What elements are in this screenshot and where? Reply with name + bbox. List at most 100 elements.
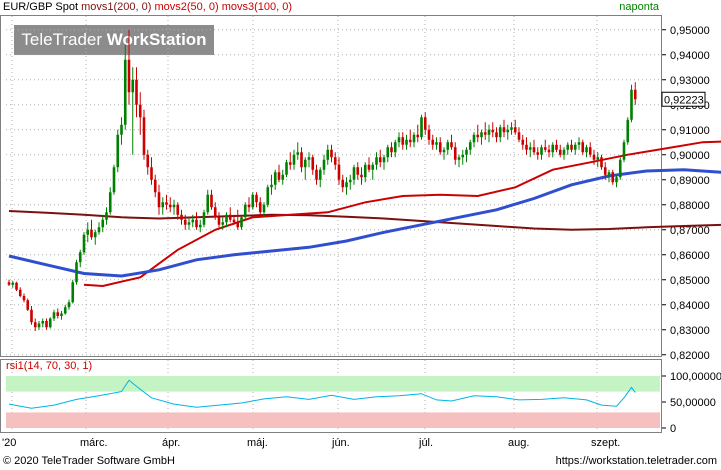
candle-body	[288, 162, 292, 165]
footer-url[interactable]: https://workstation.teletrader.com	[555, 455, 717, 467]
candle-body	[435, 142, 438, 145]
last-price-box	[661, 91, 706, 107]
candle-body	[483, 132, 487, 135]
movs2-label[interactable]: movs2(50, 0)	[154, 1, 219, 13]
candle-body	[345, 182, 348, 188]
candle-body	[26, 300, 30, 310]
symbol-label[interactable]: EUR/GBP Spot	[3, 1, 78, 13]
candle-body	[427, 129, 431, 140]
candle-body	[206, 194, 210, 213]
candle-body	[450, 142, 453, 148]
candle-body	[423, 117, 427, 130]
rsi-overbought-zone	[6, 376, 660, 392]
candle-body	[285, 162, 288, 175]
candle-body	[618, 159, 622, 178]
candle-body	[371, 164, 375, 170]
price-axis-label: 0,83000	[670, 325, 710, 337]
candle-body	[491, 129, 495, 133]
rsi-label[interactable]: rsi1(14, 70, 30, 1)	[6, 360, 93, 372]
candle-body	[123, 59, 127, 125]
x-axis-label: aug.	[508, 437, 529, 449]
candle-body	[56, 312, 60, 316]
candle-body	[101, 219, 105, 228]
rsi-axis-label: 100,00000	[670, 371, 721, 383]
copyright-text: © 2020 TeleTrader Software GmbH	[3, 455, 175, 467]
candle-body	[93, 232, 97, 238]
candle-body	[600, 157, 603, 168]
last-price-label: 0,92223	[664, 94, 704, 106]
candle-body	[277, 172, 281, 180]
x-axis-label: máj.	[247, 437, 268, 449]
price-axis-label: 0,93000	[670, 75, 710, 87]
candle-body	[183, 219, 187, 225]
candle-body	[480, 132, 483, 138]
candle-body	[165, 202, 168, 205]
candle-body	[607, 172, 611, 175]
candle-body	[375, 157, 378, 165]
price-axis-label: 0,95000	[670, 25, 710, 37]
price-axis-label: 0,91000	[670, 125, 710, 137]
candle-body	[543, 147, 547, 150]
rsi-axis-label: 50,00000	[670, 397, 716, 409]
candle-body	[270, 184, 273, 188]
movs3-label[interactable]: movs3(100, 0)	[221, 1, 293, 13]
price-axis-label: 0,85000	[670, 275, 710, 287]
candle-body	[30, 309, 33, 323]
candle-body	[315, 169, 318, 180]
candle-body	[15, 282, 18, 290]
candle-body	[251, 194, 255, 208]
candle-body	[105, 212, 108, 220]
candle-body	[378, 157, 382, 163]
candle-body	[157, 192, 161, 208]
candle-body	[506, 129, 510, 133]
candle-body	[176, 204, 180, 215]
candle-body	[397, 137, 401, 143]
rsi-axis-label: 0	[670, 423, 676, 435]
candle-body	[577, 142, 581, 145]
candle-body	[153, 179, 157, 193]
candle-body	[41, 321, 45, 324]
movs1-label[interactable]: movs1(200, 0)	[81, 1, 152, 13]
candle-body	[540, 147, 543, 155]
x-axis-label: márc.	[80, 437, 108, 449]
candle-body	[258, 202, 262, 213]
candle-body	[78, 252, 82, 263]
price-panel[interactable]	[0, 15, 662, 357]
candle-body	[217, 217, 221, 225]
candle-body	[255, 194, 258, 203]
candle-body	[603, 167, 607, 175]
candle-body	[307, 157, 311, 160]
candle-body	[517, 132, 521, 140]
watermark-light-text: TeleTrader	[21, 30, 107, 49]
candle-body	[622, 142, 626, 160]
interval-label[interactable]: naponta	[619, 1, 659, 13]
candle-body	[71, 282, 75, 303]
candle-body	[7, 282, 11, 285]
candle-body	[615, 177, 618, 183]
candle-body	[210, 194, 213, 208]
x-axis-label: szept.	[591, 437, 620, 449]
candle-body	[63, 307, 67, 314]
candle-body	[453, 147, 457, 160]
candle-body	[135, 79, 138, 105]
candle-body	[521, 139, 525, 145]
candle-body	[82, 234, 86, 253]
candle-body	[45, 321, 48, 328]
candle-body	[142, 117, 146, 155]
candle-body	[120, 124, 123, 135]
candle-body	[401, 137, 405, 145]
movs1-line	[8, 210, 721, 231]
candle-body	[33, 322, 37, 328]
candle-body	[311, 157, 315, 170]
teletrader-watermark: TeleTrader WorkStation	[14, 25, 214, 55]
indicator-legend[interactable]: EUR/GBP Spot movs1(200, 0) movs2(50, 0) …	[3, 1, 292, 13]
candle-body	[352, 167, 356, 180]
candle-body	[266, 187, 270, 205]
candle-body	[191, 219, 195, 223]
price-axis-label: 0,89000	[670, 175, 710, 187]
candle-body	[195, 219, 198, 228]
candle-body	[592, 154, 596, 160]
candle-body	[431, 139, 435, 145]
candle-body	[581, 142, 585, 153]
